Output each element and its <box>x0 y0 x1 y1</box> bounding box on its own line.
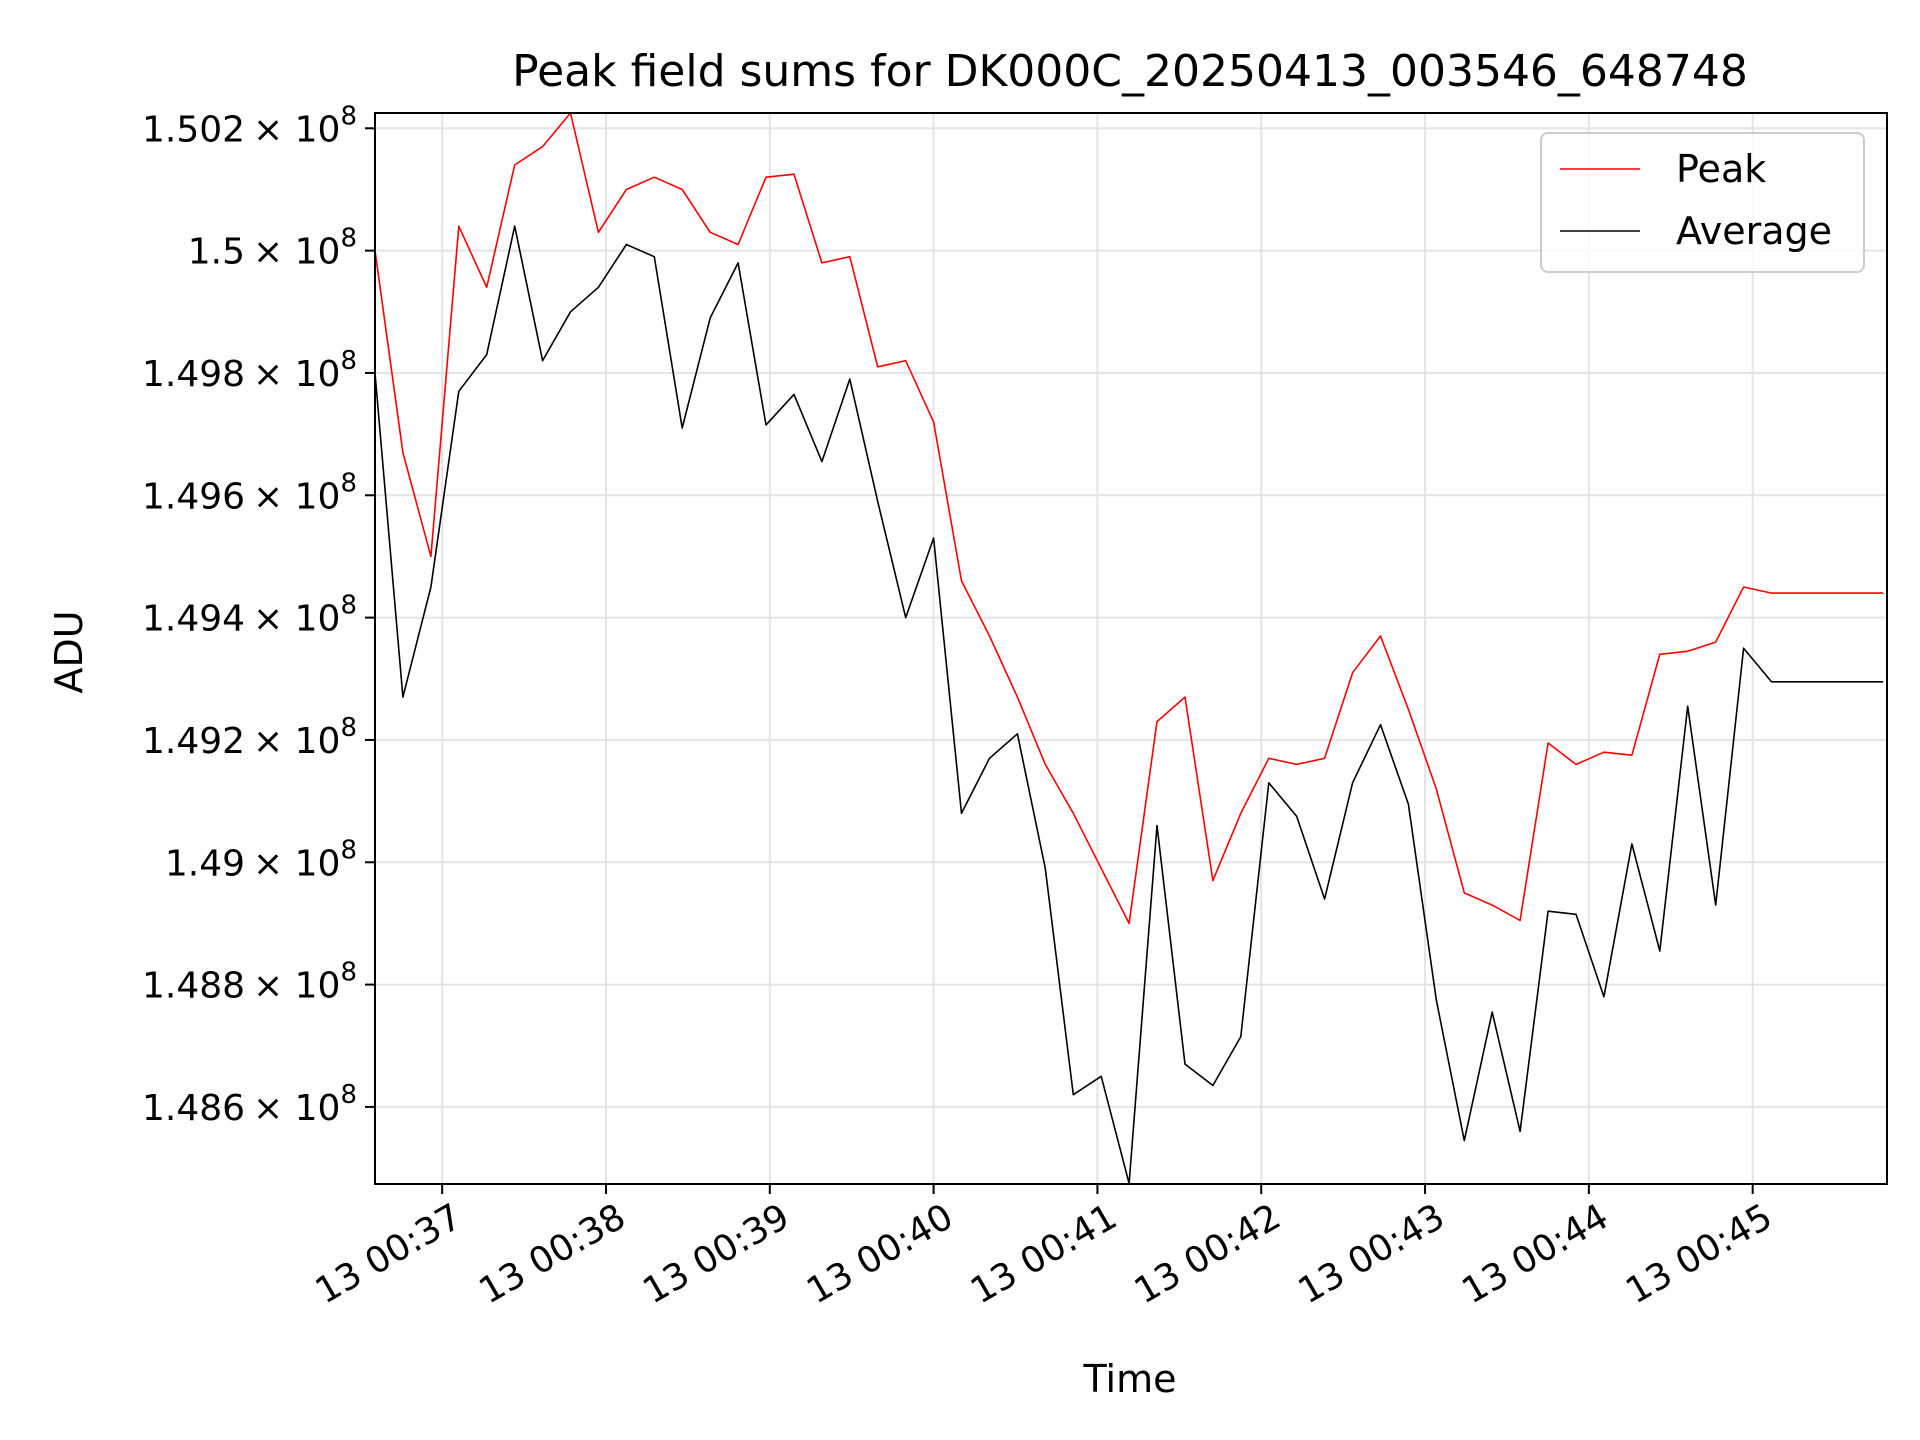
y-tick-multiplier: × 10 <box>253 1088 340 1129</box>
x-axis-label: Time <box>1083 1357 1177 1401</box>
y-tick-mantissa: 1.502 <box>142 109 245 150</box>
y-tick-label: 1.488 × 108 <box>142 958 357 1007</box>
y-tick-multiplier: × 10 <box>253 966 340 1007</box>
y-tick-mantissa: 1.492 <box>142 721 245 762</box>
y-tick-exponent: 8 <box>340 591 357 621</box>
y-tick-exponent: 8 <box>340 835 357 865</box>
y-tick-multiplier: × 10 <box>253 109 340 150</box>
y-axis-label: ADU <box>47 610 91 693</box>
y-tick-exponent: 8 <box>340 468 357 498</box>
y-tick-multiplier: × 10 <box>253 843 340 884</box>
y-tick-mantissa: 1.498 <box>142 354 245 395</box>
y-tick-label: 1.49 × 108 <box>165 835 357 884</box>
y-tick-label: 1.5 × 108 <box>188 224 357 273</box>
y-tick-multiplier: × 10 <box>253 476 340 517</box>
y-tick-mantissa: 1.496 <box>142 476 245 517</box>
y-tick-label: 1.492 × 108 <box>142 713 357 762</box>
legend-box <box>1540 132 1865 273</box>
y-tick-exponent: 8 <box>340 346 357 376</box>
y-tick-label: 1.498 × 108 <box>142 346 357 395</box>
y-tick-exponent: 8 <box>340 1080 357 1110</box>
y-tick-multiplier: × 10 <box>253 721 340 762</box>
y-tick-label: 1.502 × 108 <box>142 101 357 150</box>
y-tick-mantissa: 1.494 <box>142 599 245 640</box>
y-tick-multiplier: × 10 <box>253 599 340 640</box>
legend-label-average: Average <box>1676 209 1832 253</box>
legend-label-peak: Peak <box>1676 147 1766 191</box>
y-tick-mantissa: 1.49 <box>165 843 245 884</box>
y-tick-mantissa: 1.486 <box>142 1088 245 1129</box>
y-tick-exponent: 8 <box>340 101 357 131</box>
y-tick-multiplier: × 10 <box>253 232 340 273</box>
chart-title: Peak field sums for DK000C_20250413_0035… <box>512 46 1748 97</box>
series-line-peak <box>375 113 1884 925</box>
y-tick-label: 1.486 × 108 <box>142 1080 357 1129</box>
y-tick-exponent: 8 <box>340 224 357 254</box>
y-tick-multiplier: × 10 <box>253 354 340 395</box>
plot-area-frame <box>374 112 1888 1185</box>
y-tick-label: 1.494 × 108 <box>142 591 357 640</box>
grid <box>375 113 1887 1184</box>
y-tick-mantissa: 1.5 <box>188 232 245 273</box>
y-tick-mantissa: 1.488 <box>142 966 245 1007</box>
legend: Peak Average <box>1540 132 1865 273</box>
y-tick-exponent: 8 <box>340 713 357 743</box>
y-tick-exponent: 8 <box>340 958 357 988</box>
y-tick-label: 1.496 × 108 <box>142 468 357 517</box>
